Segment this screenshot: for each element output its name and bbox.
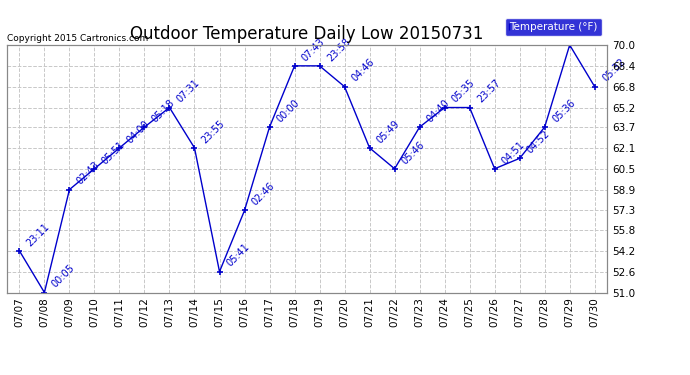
Legend: Temperature (°F): Temperature (°F) [505,18,602,36]
Text: 23:55: 23:55 [200,118,227,145]
Text: 00:00: 00:00 [275,98,302,124]
Text: 04:52: 04:52 [525,129,552,156]
Text: 04:46: 04:46 [350,57,377,84]
Text: 04:40: 04:40 [425,98,452,124]
Text: Copyright 2015 Cartronics.com: Copyright 2015 Cartronics.com [7,33,148,42]
Text: 05:41: 05:41 [225,242,252,269]
Text: 05:18: 05:18 [150,98,177,124]
Text: 05:49: 05:49 [375,118,402,145]
Text: 07:31: 07:31 [175,78,201,105]
Text: 05:32: 05:32 [600,57,627,84]
Text: 23:11: 23:11 [25,221,52,248]
Text: 04:00: 04:00 [125,118,152,145]
Text: 07:43: 07:43 [300,36,327,63]
Text: 02:43: 02:43 [75,160,101,187]
Text: 05:46: 05:46 [400,139,427,166]
Text: 05:51: 05:51 [100,139,127,166]
Title: Outdoor Temperature Daily Low 20150731: Outdoor Temperature Daily Low 20150731 [130,26,484,44]
Text: 05:36: 05:36 [550,98,577,124]
Text: 23:58: 23:58 [325,36,352,63]
Text: 02:46: 02:46 [250,181,277,208]
Text: 05:35: 05:35 [450,78,477,105]
Text: 00:05: 00:05 [50,263,77,290]
Text: 04:51: 04:51 [500,139,527,166]
Text: 23:57: 23:57 [475,78,502,105]
